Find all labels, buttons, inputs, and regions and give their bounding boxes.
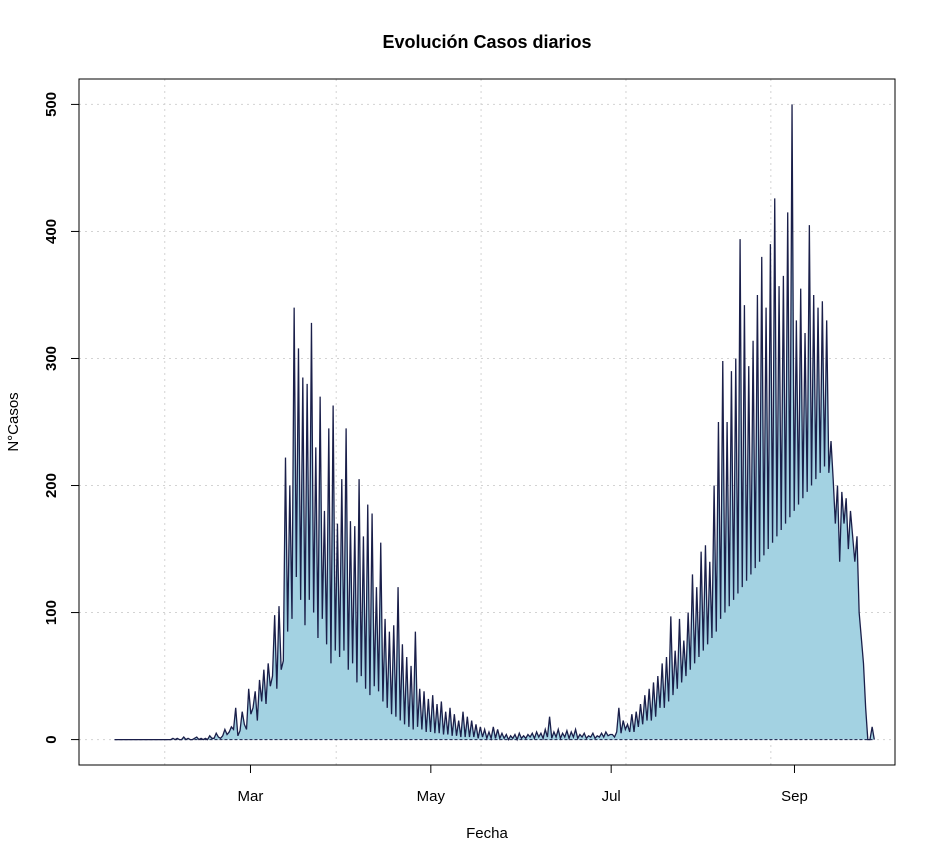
series-line xyxy=(114,104,875,742)
x-tick-label: Jul xyxy=(602,788,621,805)
chart-title: Evolución Casos diarios xyxy=(382,32,591,52)
x-axis: Mar May Jul Sep xyxy=(238,765,808,805)
y-tick-label: 100 xyxy=(43,600,60,625)
x-tick-label: Sep xyxy=(781,788,808,805)
y-axis-label: N°Casos xyxy=(5,392,22,451)
y-axis: 0 100 200 300 400 500 xyxy=(43,92,79,744)
data-area xyxy=(114,104,875,742)
y-tick-label: 400 xyxy=(43,219,60,244)
plot-frame xyxy=(78,78,896,766)
y-tick-label: 300 xyxy=(43,346,60,371)
x-axis-label: Fecha xyxy=(466,825,508,842)
y-tick-label: 200 xyxy=(43,473,60,498)
x-tick-label: Mar xyxy=(238,788,264,805)
y-tick-label: 500 xyxy=(43,92,60,117)
y-tick-label: 0 xyxy=(43,735,60,743)
x-tick-label: May xyxy=(417,788,446,805)
